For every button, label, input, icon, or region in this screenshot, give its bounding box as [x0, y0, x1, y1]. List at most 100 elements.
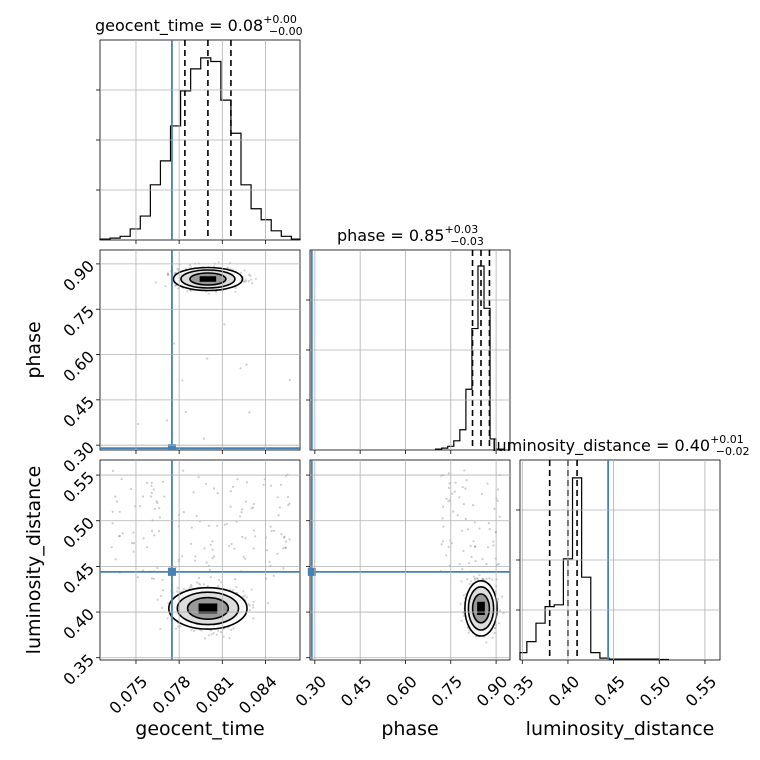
title-luminosity-distance-minus: −0.02: [716, 445, 750, 458]
x-tick-label: 0.084: [235, 672, 281, 718]
y-tick-label: 0.55: [59, 468, 98, 507]
x-tick-label: 0.60: [382, 672, 421, 711]
sample-point: [176, 590, 179, 593]
sample-point: [220, 581, 223, 584]
sample-point: [110, 546, 113, 549]
sample-point: [159, 627, 162, 631]
sample-point: [208, 568, 211, 571]
contour-line: [471, 593, 491, 624]
xlabel-geocent-time: geocent_time: [135, 718, 264, 740]
y-tick-label: 0.35: [59, 650, 98, 689]
sample-point: [225, 522, 228, 525]
sample-point: [496, 597, 500, 601]
sample-point: [283, 535, 286, 538]
sample-point: [442, 525, 445, 528]
sample-point: [239, 367, 242, 370]
sample-point: [161, 589, 165, 592]
sample-point: [212, 632, 215, 635]
sample-point: [181, 555, 184, 558]
sample-point: [145, 481, 149, 484]
x-tick-label: 0.45: [590, 672, 629, 711]
sample-point: [462, 549, 465, 553]
sample-point: [284, 546, 287, 550]
sample-point: [190, 628, 193, 632]
sample-point: [282, 536, 285, 539]
title-geocent-time-minus: −0.00: [269, 25, 303, 38]
sample-point: [111, 522, 114, 525]
sample-point: [280, 533, 283, 536]
sample-point: [204, 482, 207, 485]
sample-point: [244, 537, 247, 540]
sample-point: [118, 534, 122, 538]
sample-point: [206, 585, 209, 588]
sample-point: [487, 522, 490, 525]
sample-point: [461, 568, 464, 571]
sample-point: [164, 285, 167, 288]
x-tick-label: 0.40: [545, 672, 584, 711]
sample-point: [265, 549, 268, 552]
title-geocent-time-plus: +0.00: [263, 13, 297, 26]
sample-point: [254, 535, 257, 538]
sample-point: [217, 261, 220, 264]
sample-point: [176, 267, 179, 271]
sample-point: [160, 606, 164, 610]
sample-point: [447, 472, 450, 475]
sample-point: [192, 491, 195, 494]
sample-point: [252, 603, 255, 607]
sample-point: [136, 576, 139, 579]
xlabel-luminosity-distance: luminosity_distance: [526, 718, 715, 740]
sample-point: [447, 486, 450, 489]
sample-point: [202, 437, 205, 440]
sample-point: [245, 363, 248, 366]
sample-point: [167, 273, 170, 276]
sample-point: [244, 500, 248, 503]
sample-point: [282, 567, 285, 570]
x-tick-label: 0.35: [499, 672, 538, 711]
panel-luminosity-distance-hist: luminosity_distance = 0.40+0.01 −0.02: [492, 433, 750, 661]
sample-point: [234, 578, 237, 581]
histogram-step: [99, 57, 301, 240]
sample-point: [482, 578, 485, 581]
sample-point: [284, 540, 288, 543]
sample-point: [498, 609, 502, 612]
sample-point: [496, 488, 500, 491]
sample-point: [248, 609, 251, 612]
sample-point: [158, 507, 161, 510]
sample-point: [478, 574, 481, 577]
sample-point: [195, 581, 198, 584]
sample-point: [472, 575, 475, 578]
sample-point: [445, 554, 448, 557]
sample-point: [268, 561, 271, 564]
sample-point: [473, 521, 476, 524]
sample-point: [194, 555, 197, 558]
sample-point: [182, 510, 185, 514]
sample-point: [269, 484, 273, 487]
sample-point: [462, 503, 465, 506]
title-phase-text: phase =: [337, 226, 409, 245]
sample-point: [456, 514, 459, 517]
sample-point: [288, 378, 291, 381]
sample-point: [213, 487, 216, 490]
sample-point: [158, 516, 162, 519]
truth-marker: [307, 567, 316, 576]
y-tick-label: 0.45: [59, 392, 98, 431]
sample-point: [121, 532, 124, 535]
sample-point: [229, 505, 232, 508]
sample-point: [272, 574, 275, 577]
sample-point: [497, 562, 500, 566]
sample-point: [176, 586, 179, 589]
sample-point: [207, 634, 210, 637]
sample-point: [181, 379, 184, 382]
sample-point: [240, 271, 243, 274]
density-peak: [199, 276, 217, 282]
y-tick-label: 0.90: [59, 256, 98, 295]
sample-point: [453, 490, 456, 493]
sample-point: [242, 280, 245, 284]
x-tick-label: 0.30: [292, 672, 331, 711]
sample-point: [179, 625, 182, 628]
sample-point: [247, 603, 250, 606]
sample-point: [478, 527, 481, 530]
title-phase: phase = 0.85+0.03 −0.03: [337, 223, 484, 248]
sample-point: [477, 577, 480, 580]
